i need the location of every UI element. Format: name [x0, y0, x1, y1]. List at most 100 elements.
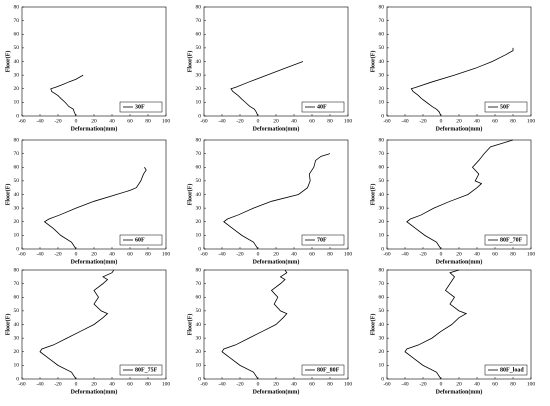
y-tick-label: 30 [14, 205, 20, 211]
x-tick-label: 100 [162, 381, 171, 387]
y-axis-label: Floor(F) [186, 184, 193, 206]
x-tick-label: 20 [91, 251, 97, 257]
x-tick-label: 0 [440, 251, 443, 257]
y-tick-label: 40 [14, 322, 20, 328]
x-tick-label: -60 [200, 251, 208, 257]
x-tick-label: 60 [492, 381, 498, 387]
legend-box [119, 234, 163, 246]
x-tick-label: 80 [145, 381, 151, 387]
y-tick-label: 30 [196, 205, 202, 211]
x-tick-label: 40 [474, 251, 480, 257]
y-tick-label: 0 [16, 113, 19, 119]
y-axis-label: Floor(F) [186, 51, 193, 73]
x-tick-label: 40 [109, 251, 115, 257]
y-tick-label: 10 [379, 233, 385, 239]
legend-box [119, 364, 163, 376]
data-line [223, 153, 331, 250]
y-tick-label: 80 [196, 4, 202, 10]
y-tick-label: 60 [379, 32, 385, 38]
data-line [221, 269, 288, 380]
x-tick-label: -40 [401, 118, 409, 124]
x-tick-label: -60 [383, 381, 391, 387]
legend-box [301, 364, 345, 376]
y-tick-label: 0 [198, 113, 201, 119]
y-axis-label: Floor(F) [369, 184, 376, 206]
x-tick-label: 20 [273, 118, 279, 124]
y-tick-label: 70 [196, 18, 202, 24]
x-tick-label: 60 [127, 251, 133, 257]
y-tick-label: 10 [14, 100, 20, 106]
x-tick-label: -20 [236, 118, 244, 124]
panel: -60 -40 -20 0 20 40 60 80 100 0 10 20 30 40 50 60 70 80 De… [4, 4, 170, 132]
x-axis-label: Deformation(mm) [253, 125, 300, 132]
x-tick-label: -60 [200, 118, 208, 124]
legend-box [119, 101, 163, 113]
x-tick-label: -20 [236, 251, 244, 257]
x-axis-label: Deformation(mm) [253, 258, 300, 265]
x-tick-label: -20 [54, 251, 62, 257]
x-tick-label: -60 [200, 381, 208, 387]
x-tick-label: 100 [527, 251, 536, 257]
x-tick-label: 40 [474, 381, 480, 387]
y-tick-label: 20 [196, 86, 202, 92]
x-tick-label: -60 [383, 118, 391, 124]
y-tick-label: 10 [196, 233, 202, 239]
y-tick-label: 40 [379, 322, 385, 328]
y-axis-label: Floor(F) [4, 184, 11, 206]
x-axis-label: Deformation(mm) [71, 125, 118, 132]
x-tick-label: -20 [419, 118, 427, 124]
y-tick-label: 10 [14, 233, 20, 239]
y-axis-label: Floor(F) [186, 314, 193, 336]
y-tick-label: 20 [379, 219, 385, 225]
y-axis-label: Floor(F) [369, 314, 376, 336]
y-axis-label: Floor(F) [4, 51, 11, 73]
x-tick-label: -20 [54, 118, 62, 124]
x-tick-label: 60 [127, 118, 133, 124]
x-tick-label: -20 [419, 251, 427, 257]
panel: -60 -40 -20 0 20 40 60 80 100 0 10 20 30 40 50 60 70 80 De… [186, 267, 352, 395]
y-tick-label: 0 [16, 246, 19, 252]
y-tick-label: 20 [14, 219, 20, 225]
y-tick-label: 10 [379, 363, 385, 369]
x-tick-label: 20 [273, 381, 279, 387]
plot-frame [203, 6, 349, 117]
y-tick-label: 0 [16, 376, 19, 382]
y-tick-label: 20 [14, 349, 20, 355]
y-tick-label: 80 [196, 267, 202, 273]
y-tick-label: 60 [196, 165, 202, 171]
x-tick-label: 80 [510, 381, 516, 387]
legend-label: 80F_80F [317, 367, 340, 373]
x-tick-label: 0 [440, 381, 443, 387]
x-tick-label: -60 [18, 251, 26, 257]
y-tick-label: 50 [196, 178, 202, 184]
y-tick-label: 60 [196, 32, 202, 38]
legend-label: 40F [317, 104, 327, 110]
x-axis-label: Deformation(mm) [253, 388, 300, 395]
y-tick-label: 10 [196, 363, 202, 369]
x-tick-label: 0 [440, 118, 443, 124]
x-tick-label: 60 [309, 118, 315, 124]
data-line [406, 139, 514, 250]
y-tick-label: 80 [379, 4, 385, 10]
legend-box [301, 101, 345, 113]
data-line [230, 61, 304, 117]
x-tick-label: 0 [257, 381, 260, 387]
x-tick-label: 60 [492, 251, 498, 257]
panel: -60 -40 -20 0 20 40 60 80 100 0 10 20 30 40 50 60 70 80 De… [186, 4, 352, 132]
y-tick-label: 80 [14, 267, 20, 273]
y-tick-label: 50 [14, 308, 20, 314]
panel: -60 -40 -20 0 20 40 60 80 100 0 10 20 30 40 50 60 70 80 De… [369, 267, 535, 395]
data-line [43, 167, 147, 250]
legend-box [484, 364, 528, 376]
y-tick-label: 0 [198, 246, 201, 252]
x-tick-label: 80 [510, 251, 516, 257]
y-tick-label: 70 [196, 281, 202, 287]
y-tick-label: 50 [379, 178, 385, 184]
y-tick-label: 20 [379, 86, 385, 92]
x-axis-label: Deformation(mm) [71, 258, 118, 265]
x-tick-label: 20 [91, 381, 97, 387]
data-line [410, 47, 514, 117]
y-tick-label: 80 [14, 137, 20, 143]
legend-box [301, 234, 345, 246]
